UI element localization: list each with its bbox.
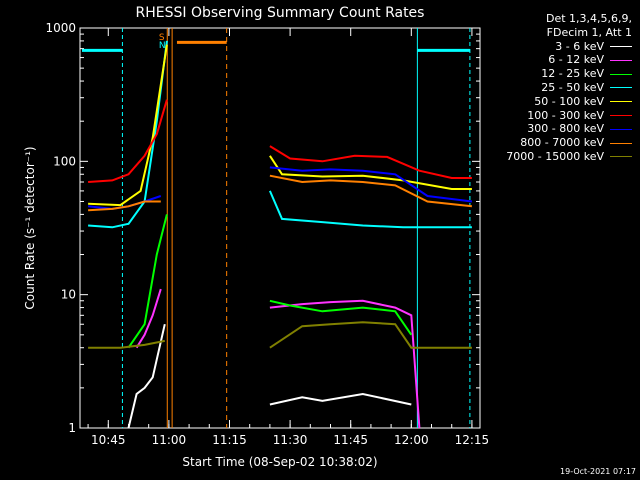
series-line-9-seg-2 xyxy=(269,321,472,349)
legend-entry-8: 800 - 7000 keV xyxy=(462,136,632,150)
legend-label: 7000 - 15000 keV xyxy=(506,149,604,163)
series-line-4-seg-1 xyxy=(88,40,168,229)
y-tick-label-1: 10 xyxy=(61,288,76,302)
legend-label: 3 - 6 keV xyxy=(555,39,604,53)
x-axis-label: Start Time (08-Sep-02 10:38:02) xyxy=(182,455,377,469)
flag-annotation-s: S xyxy=(159,33,165,43)
legend-label: 12 - 25 keV xyxy=(541,67,604,81)
series-line-2-seg-2 xyxy=(269,299,421,429)
legend-label: 50 - 100 keV xyxy=(534,94,604,108)
y-tick-label-2: 100 xyxy=(53,154,76,168)
legend-swatch xyxy=(610,114,632,116)
legend-label: 6 - 12 keV xyxy=(548,53,604,67)
legend-entry-5: 50 - 100 keV xyxy=(462,95,632,109)
series-line-6-seg-2 xyxy=(269,145,472,179)
legend-swatch xyxy=(610,128,632,130)
series-line-8-seg-2 xyxy=(269,174,473,208)
series-line-6-seg-1 xyxy=(88,99,168,183)
x-tick-label-4: 11:45 xyxy=(333,433,368,447)
legend-swatch xyxy=(610,156,632,158)
series-line-8-seg-1 xyxy=(88,200,161,212)
plot-frame-border xyxy=(79,27,481,429)
series-line-2-seg-1 xyxy=(135,288,162,349)
legend-entry-2: 6 - 12 keV xyxy=(462,53,632,67)
legend-label: 100 - 300 keV xyxy=(527,108,604,122)
legend-label: 300 - 800 keV xyxy=(527,122,604,136)
series-line-1-seg-2 xyxy=(269,392,412,406)
legend: Det 1,3,4,5,6,9, FDecim 1, Att 1 3 - 6 k… xyxy=(462,12,632,164)
plot-area: 10:45 11:00 11:15 11:30 11:45 12:00 12:15 1 10 10… xyxy=(45,21,489,447)
legend-label: 800 - 7000 keV xyxy=(520,136,604,150)
legend-entry-3: 12 - 25 keV xyxy=(462,67,632,81)
legend-swatch xyxy=(610,142,632,144)
legend-entry-9: 7000 - 15000 keV xyxy=(462,150,632,164)
generation-timestamp: 19-Oct-2021 07:17 xyxy=(560,467,636,476)
x-tick-label-3: 11:30 xyxy=(273,433,308,447)
x-tick-label-0: 10:45 xyxy=(91,433,126,447)
legend-entry-4: 25 - 50 keV xyxy=(462,81,632,95)
legend-entry-7: 300 - 800 keV xyxy=(462,122,632,136)
legend-swatch xyxy=(610,59,632,61)
x-tick-label-2: 11:15 xyxy=(212,433,247,447)
legend-entry-1: 3 - 6 keV xyxy=(462,40,632,54)
legend-header-line-1: Det 1,3,4,5,6,9, xyxy=(545,12,632,25)
legend-entries: 3 - 6 keV 6 - 12 keV 12 - 25 keV 25 - 50 ke… xyxy=(462,40,632,164)
legend-swatch xyxy=(610,87,632,89)
x-tick-label-1: 11:00 xyxy=(152,433,187,447)
series-line-3-seg-2 xyxy=(269,299,413,336)
series-line-3-seg-1 xyxy=(127,214,168,349)
legend-header-line-2: FDecim 1, Att 1 xyxy=(546,25,632,39)
series-line-7-seg-2 xyxy=(269,166,473,203)
series-line-4-seg-2 xyxy=(268,190,472,229)
flag-annotation-n: N xyxy=(159,41,166,51)
series-line-1-seg-1 xyxy=(127,323,166,429)
x-tick-label-5: 12:00 xyxy=(394,433,429,447)
legend-entry-6: 100 - 300 keV xyxy=(462,109,632,123)
chart-title: RHESSI Observing Summary Count Rates xyxy=(136,5,425,21)
series-line-5-seg-1 xyxy=(88,44,168,207)
legend-swatch xyxy=(610,73,632,75)
legend-swatch xyxy=(610,45,632,47)
y-tick-label-3: 1000 xyxy=(45,21,76,35)
series-line-5-seg-2 xyxy=(269,155,472,190)
series-line-9-seg-1 xyxy=(88,339,165,349)
legend-swatch xyxy=(610,101,632,103)
x-tick-label-6: 12:15 xyxy=(455,433,490,447)
y-tick-label-0: 1 xyxy=(68,421,76,435)
legend-label: 25 - 50 keV xyxy=(541,80,604,94)
y-axis-label: Count Rate (s⁻¹ detector⁻¹) xyxy=(23,146,37,309)
